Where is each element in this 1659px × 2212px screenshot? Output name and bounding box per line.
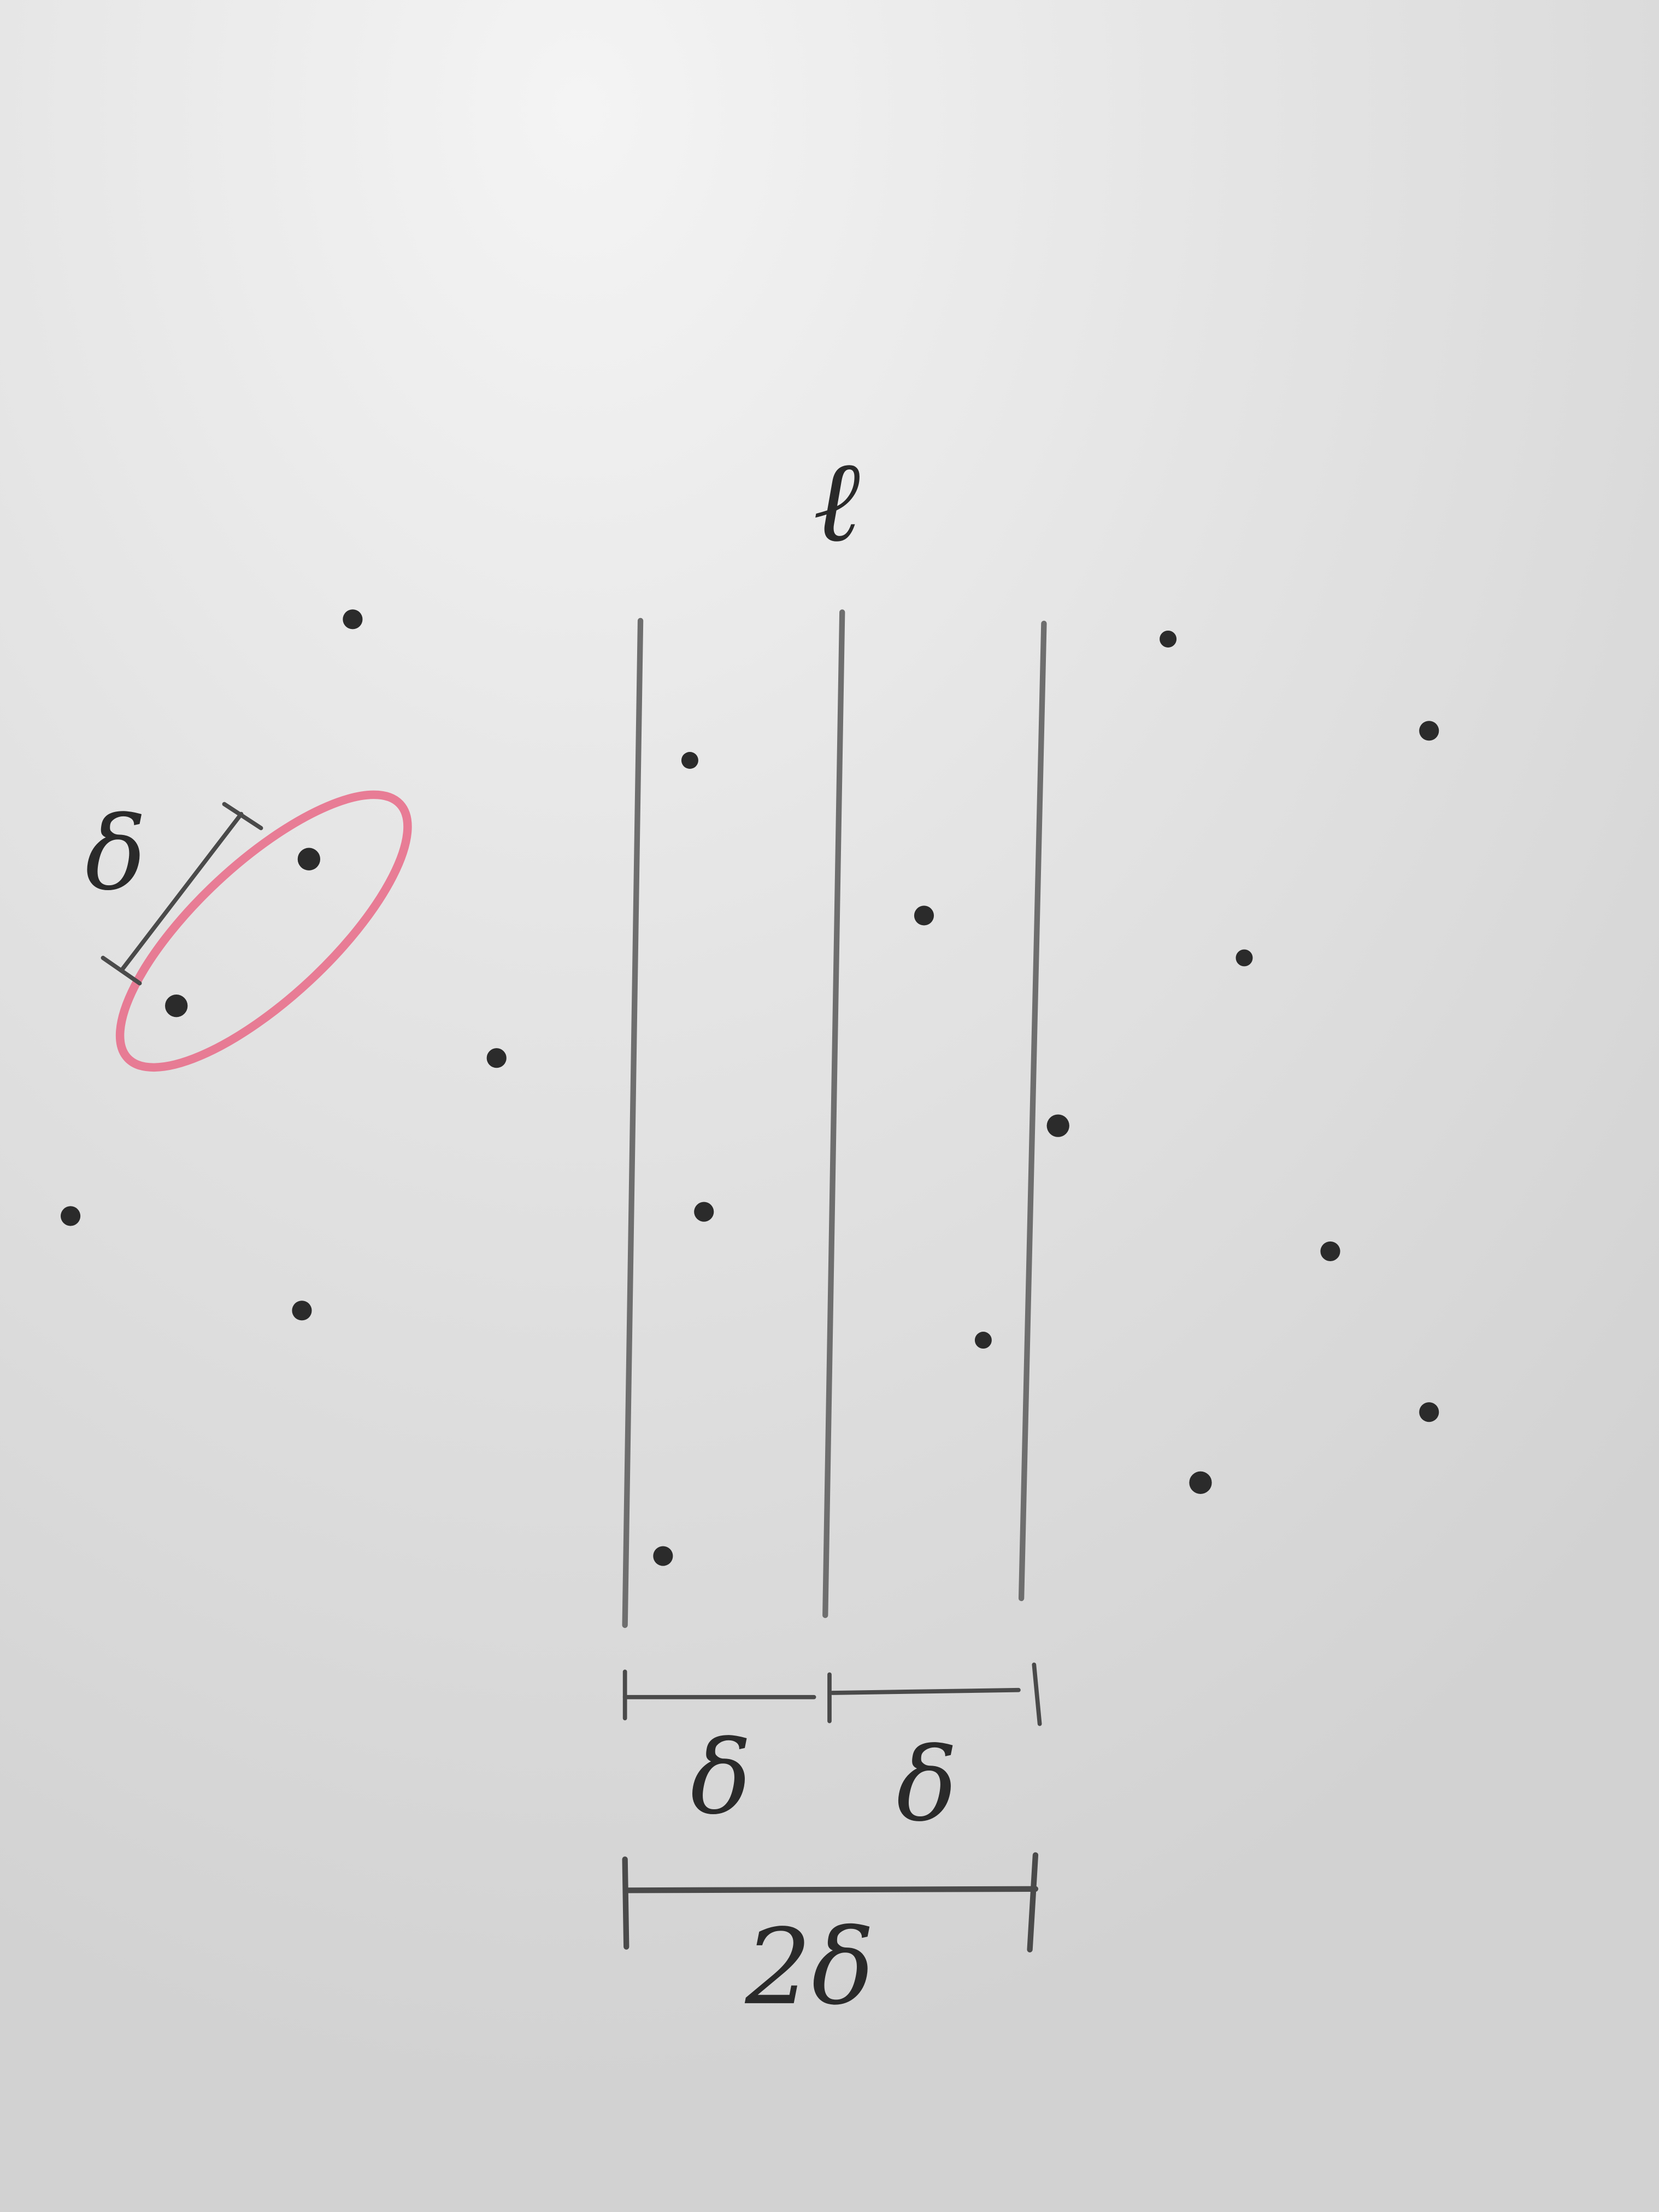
vertical-lines xyxy=(622,609,1047,1628)
strip-right-boundary xyxy=(1018,620,1047,1602)
strip-width-label: 2δ xyxy=(745,1907,875,2028)
left-half-label: δ xyxy=(690,1718,751,1837)
point xyxy=(1419,721,1439,741)
point xyxy=(297,848,321,870)
half-width-bracket xyxy=(622,1662,1042,1726)
point xyxy=(486,1048,507,1068)
right-half-label: δ xyxy=(896,1725,957,1844)
strip-width-bracket xyxy=(622,1852,1039,1952)
point xyxy=(681,752,698,769)
point xyxy=(1189,1471,1212,1494)
center-line-label: ℓ xyxy=(813,436,860,567)
point xyxy=(914,905,934,926)
points xyxy=(61,609,1439,1566)
closest-pair-highlight xyxy=(115,790,412,1072)
point xyxy=(694,1202,714,1222)
pair-distance-bracket xyxy=(101,802,263,986)
strip-left-boundary xyxy=(622,617,644,1628)
point xyxy=(165,995,188,1017)
point xyxy=(1236,949,1253,967)
pair-distance-label: δ xyxy=(85,794,146,913)
point xyxy=(653,1546,673,1566)
point xyxy=(1160,630,1177,648)
point xyxy=(1320,1241,1340,1261)
point xyxy=(974,1332,992,1349)
point xyxy=(1419,1402,1439,1422)
point xyxy=(61,1206,81,1226)
point xyxy=(1046,1114,1069,1137)
dividing-line-l xyxy=(822,609,845,1619)
point xyxy=(343,609,363,630)
point xyxy=(292,1301,312,1321)
